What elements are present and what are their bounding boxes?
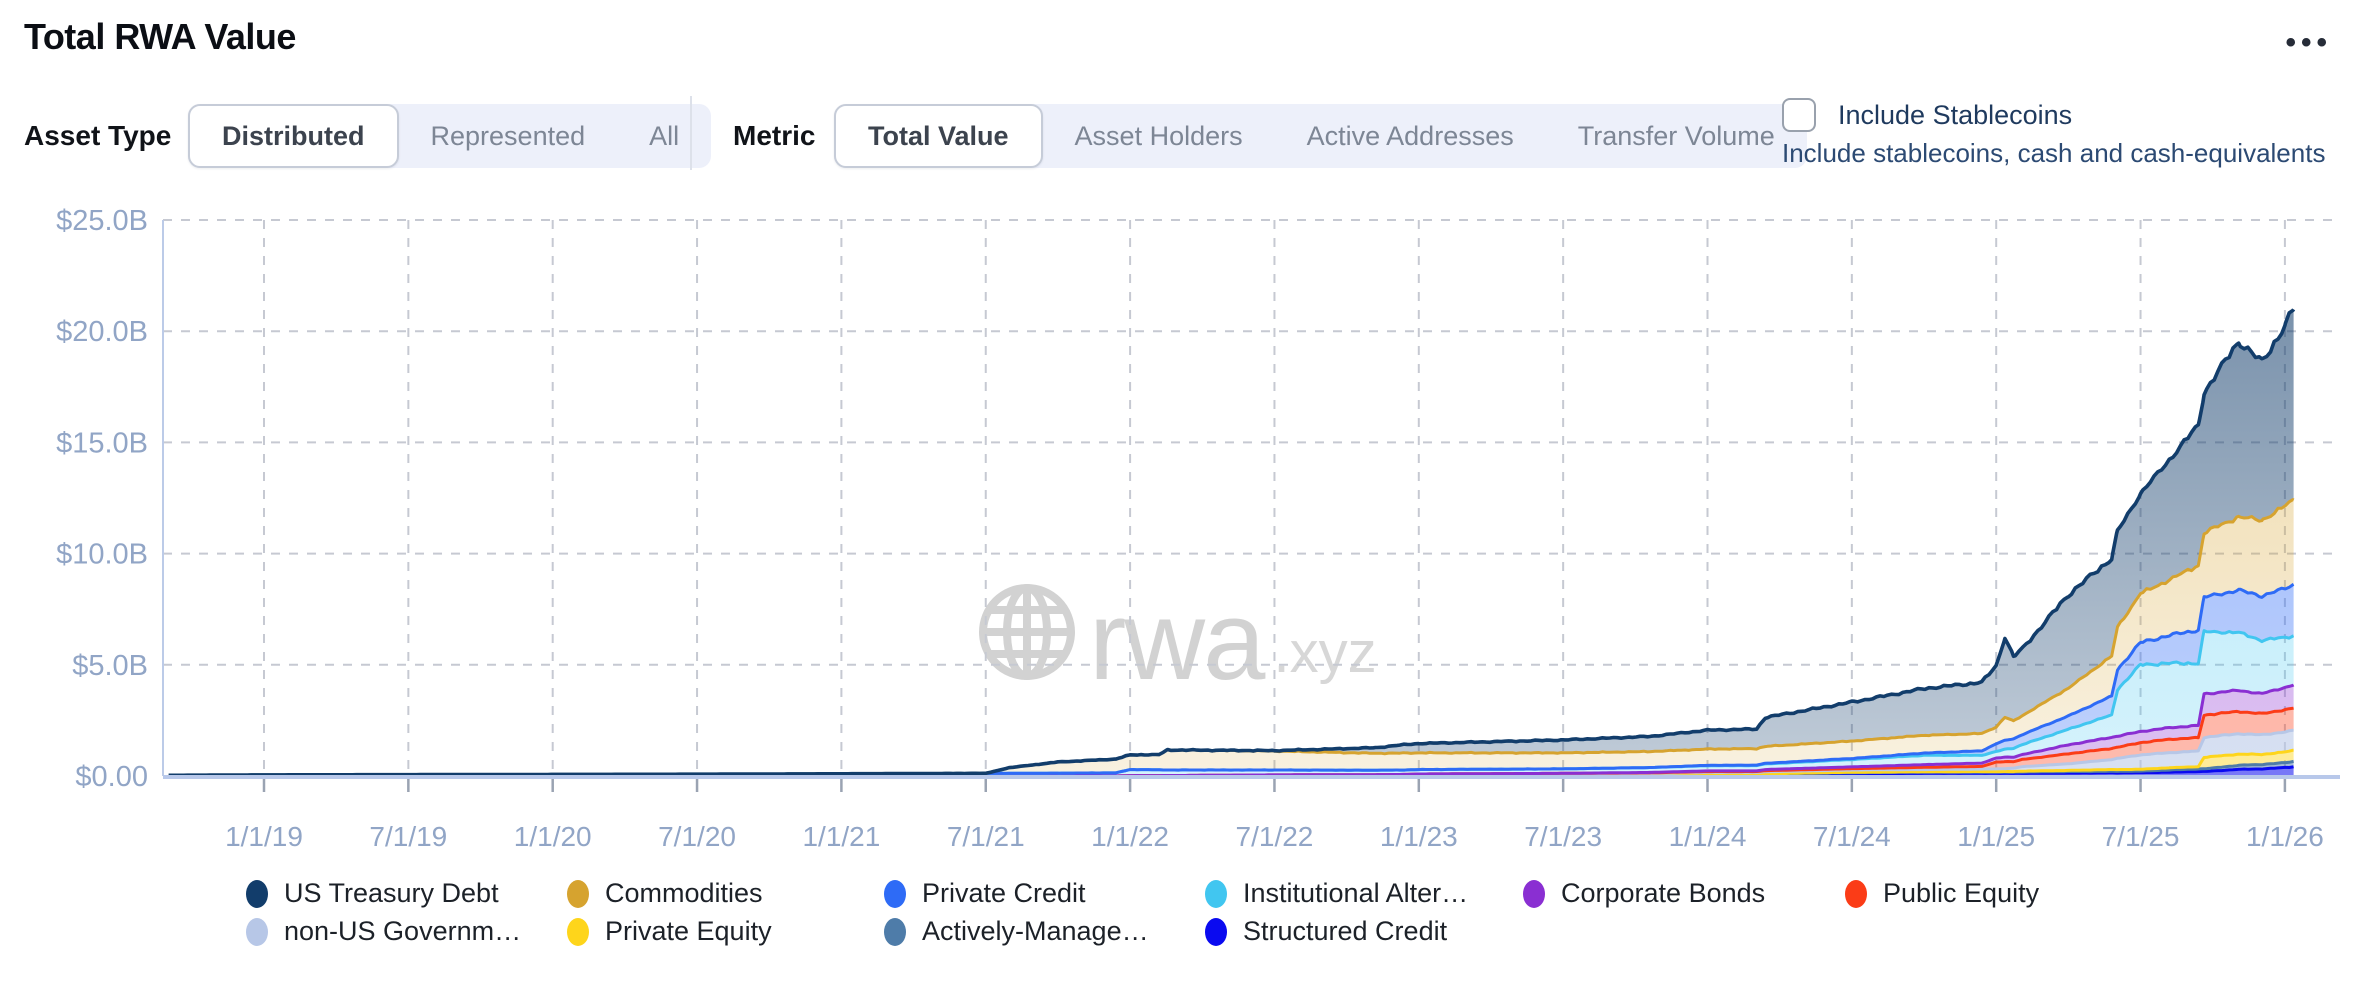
y-axis-label: $25.0B	[56, 205, 148, 237]
legend-item-actively_managed[interactable]: Actively-Manage…	[884, 916, 1149, 947]
series-band-us_treasury	[168, 309, 2294, 776]
legend-swatch-corporate_bonds	[1523, 879, 1545, 908]
y-axis-label: $15.0B	[56, 427, 148, 459]
legend-swatch-commodities	[567, 879, 589, 908]
x-axis-label: 1/1/24	[1669, 821, 1747, 852]
globe-icon	[979, 584, 1075, 680]
asset-type-option-all[interactable]: All	[649, 120, 680, 151]
metric-option-asset-holders[interactable]: Asset Holders	[1074, 120, 1243, 151]
x-axis-label: 7/1/19	[369, 821, 447, 852]
legend-label: Structured Credit	[1243, 916, 1448, 946]
stacked-area-chart: $25.0B $20.0B $15.0B $10.0B $5.0B $0.00 1/1/19…	[56, 205, 2340, 852]
y-axis-label: $20.0B	[56, 316, 148, 348]
series-bands	[168, 309, 2294, 776]
y-axis-label: $10.0B	[56, 539, 148, 571]
legend-label: Corporate Bonds	[1561, 878, 1766, 908]
legend-item-private_equity[interactable]: Private Equity	[567, 916, 772, 947]
legend-swatch-private_equity	[567, 917, 589, 946]
legend-swatch-private_credit	[884, 879, 906, 908]
legend-item-private_credit[interactable]: Private Credit	[884, 878, 1086, 909]
gridlines	[163, 219, 2332, 776]
legend-swatch-structured_credit	[1205, 917, 1227, 946]
legend-label: non-US Governm…	[284, 916, 522, 946]
x-axis-label: 1/1/21	[802, 821, 880, 852]
legend-swatch-us_treasury	[246, 879, 268, 908]
legend-label: Actively-Manage…	[922, 916, 1149, 946]
x-axis-label: 1/1/25	[1957, 821, 2035, 852]
series-line-commodities	[168, 498, 2295, 777]
stablecoin-option-block: Include Stablecoins Include stablecoins,…	[1782, 98, 2342, 169]
x-axis-label: 1/1/26	[2246, 821, 2324, 852]
page-title: Total RWA Value	[24, 16, 296, 57]
chart-plot-region[interactable]: rwa .xyz $25.0B $20.0B $15.0B $10.0B $5.0B $0…	[0, 185, 2360, 860]
asset-type-option-distributed[interactable]: Distributed	[188, 104, 399, 168]
y-axis-label: $0.00	[75, 761, 148, 793]
watermark-tld: .xyz	[1273, 620, 1377, 686]
legend-label: Commodities	[605, 878, 763, 908]
legend-item-us_treasury[interactable]: US Treasury Debt	[246, 878, 499, 909]
y-axis-label: $5.0B	[72, 650, 148, 682]
metric-option-total-value[interactable]: Total Value	[834, 104, 1043, 168]
metric-option-active-addresses[interactable]: Active Addresses	[1306, 120, 1514, 151]
controls-divider	[690, 96, 692, 170]
legend-swatch-non_us_gov	[246, 917, 268, 946]
asset-type-label: Asset Type	[24, 120, 172, 151]
legend-item-non_us_gov[interactable]: non-US Governm…	[246, 916, 521, 947]
include-stablecoins-label[interactable]: Include Stablecoins	[1838, 99, 2073, 130]
watermark-brand: rwa	[1089, 577, 1265, 703]
legend-item-commodities[interactable]: Commodities	[567, 878, 763, 909]
x-axis-label: 7/1/24	[1813, 821, 1891, 852]
include-stablecoins-description: Include stablecoins, cash and cash-equiv…	[1782, 138, 2326, 168]
x-axis-label: 1/1/23	[1380, 821, 1458, 852]
asset-type-segmented-control: Distributed Represented All	[188, 104, 712, 168]
legend-swatch-actively_managed	[884, 917, 906, 946]
legend-label: Public Equity	[1883, 878, 2040, 908]
legend-swatch-institutional_alternative	[1205, 879, 1227, 908]
metric-option-transfer-volume[interactable]: Transfer Volume	[1577, 120, 1775, 151]
watermark: rwa .xyz	[975, 577, 1377, 703]
legend-label: US Treasury Debt	[284, 878, 499, 908]
x-axis-label: 1/1/22	[1091, 821, 1169, 852]
x-axis-label: 7/1/20	[658, 821, 736, 852]
include-stablecoins-checkbox[interactable]	[1782, 98, 1816, 132]
legend-swatch-public_equity	[1845, 879, 1867, 908]
metric-label: Metric	[733, 120, 816, 151]
metric-segmented-control: Total Value Asset Holders Active Addresses…	[834, 104, 1807, 168]
x-axis-label: 7/1/23	[1524, 821, 1602, 852]
x-axis-label: 7/1/21	[947, 821, 1025, 852]
legend-label: Private Credit	[922, 878, 1086, 908]
legend-item-public_equity[interactable]: Public Equity	[1845, 878, 2039, 909]
x-axis-label: 7/1/22	[1236, 821, 1314, 852]
axis-labels: $25.0B $20.0B $15.0B $10.0B $5.0B $0.00 1/1/19…	[56, 205, 2324, 852]
legend-label: Institutional Alter…	[1243, 878, 1469, 908]
chart-legend: US Treasury Debt Commodities Private Credi…	[0, 868, 2360, 988]
overflow-menu-button[interactable]: •••	[2285, 26, 2332, 59]
x-axis-label: 7/1/25	[2102, 821, 2180, 852]
legend-item-institutional_alternative[interactable]: Institutional Alter…	[1205, 878, 1468, 909]
legend-label: Private Equity	[605, 916, 772, 946]
asset-type-option-represented[interactable]: Represented	[430, 120, 586, 151]
legend-item-structured_credit[interactable]: Structured Credit	[1205, 916, 1447, 947]
x-axis-label: 1/1/20	[514, 821, 592, 852]
legend-item-corporate_bonds[interactable]: Corporate Bonds	[1523, 878, 1765, 909]
series-line-us_treasury	[168, 308, 2296, 778]
axes	[162, 220, 2340, 792]
x-axis-label: 1/1/19	[225, 821, 303, 852]
